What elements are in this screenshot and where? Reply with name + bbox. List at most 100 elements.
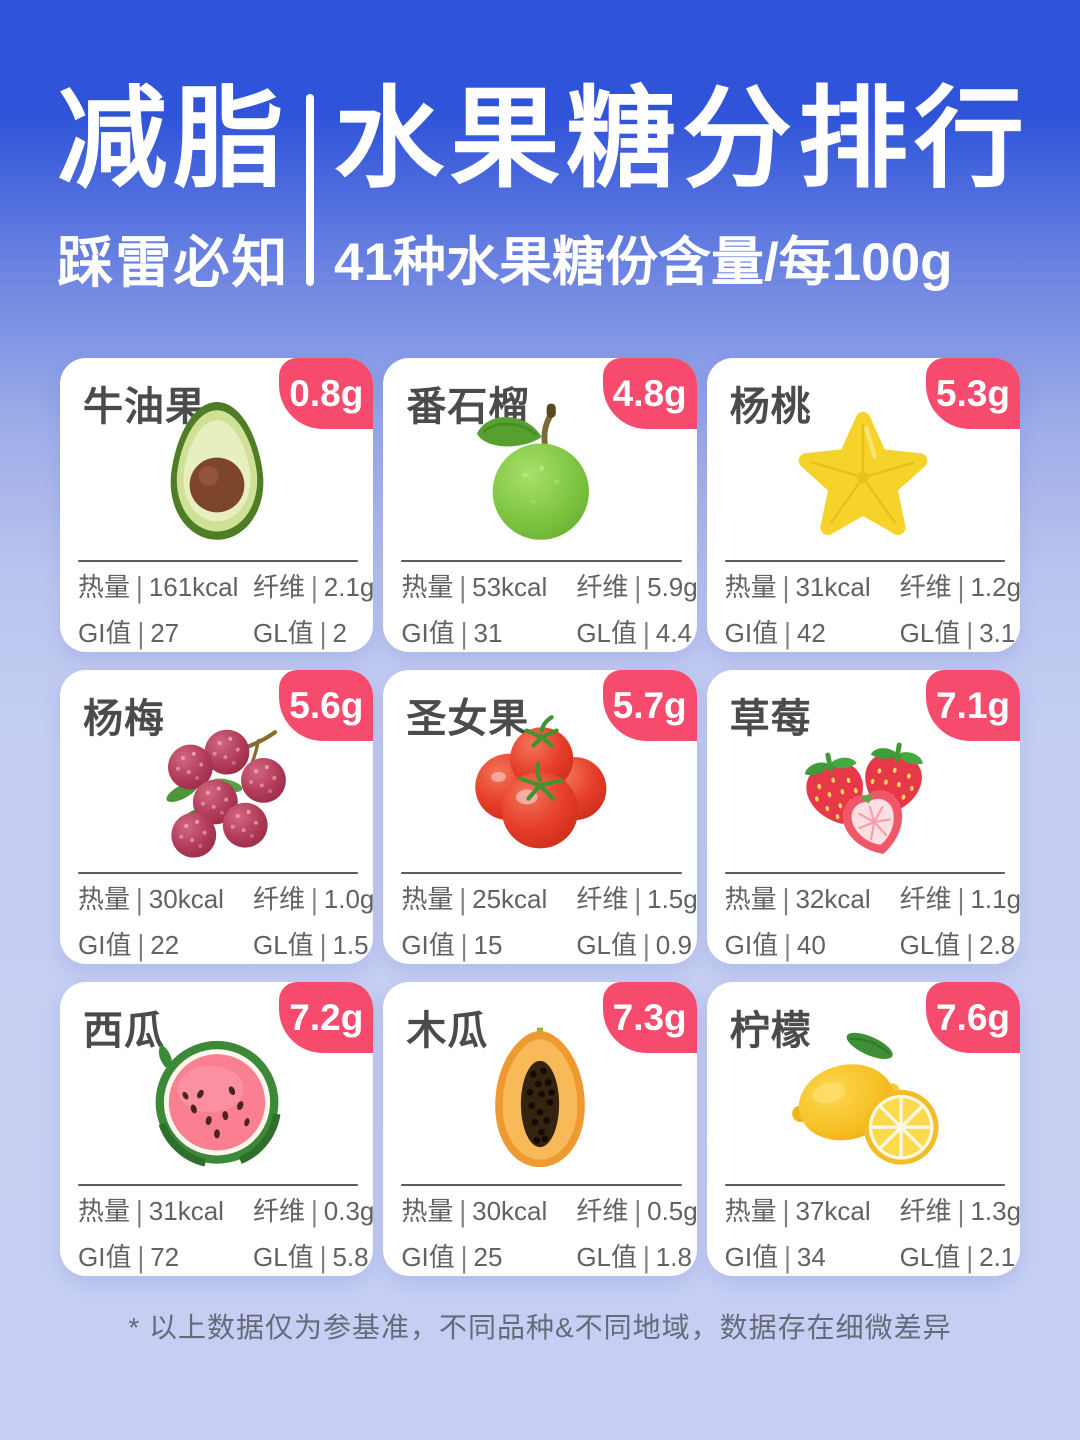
- title-left: 减脂: [57, 78, 290, 201]
- stat-value: 5.8: [332, 1242, 369, 1272]
- stat-gl: GL值 | 5.8: [253, 1240, 374, 1275]
- stat-value: 27: [150, 618, 180, 648]
- stat-gi: GI值 | 27: [78, 616, 253, 651]
- stat-label: GL值: [253, 930, 314, 960]
- fruit-image: [760, 1016, 966, 1182]
- stat-label: GI值: [401, 1242, 455, 1272]
- stat-value: 2.8: [979, 930, 1016, 960]
- stat-label: GI值: [724, 1242, 779, 1272]
- stat-value: 2.1g: [323, 572, 375, 602]
- stat-label: 热量: [78, 1196, 131, 1226]
- stat-separator: |: [136, 1193, 143, 1229]
- stat-separator: |: [643, 615, 650, 651]
- stat-label: GI值: [401, 618, 455, 648]
- stat-gi: GI值 | 42: [725, 615, 900, 651]
- stat-separator: |: [643, 927, 650, 963]
- stat-value: 3.1: [979, 618, 1016, 648]
- stat-label: 纤维: [576, 884, 629, 914]
- stat-value: 42: [796, 618, 826, 648]
- fruit-card: 杨梅 5.6g 热量 | 30kcal 纤维 | 1.0g GI值 | 22 GL值 | 1.5: [60, 670, 375, 964]
- stat-gl: GL值 | 4.4: [576, 615, 697, 651]
- stat-separator: |: [782, 1193, 790, 1229]
- stat-value: 1.0g: [323, 884, 375, 914]
- fruit-image: [437, 704, 643, 870]
- stat-gi: GI值 | 40: [725, 928, 900, 963]
- subtitle-left: 踩雷必知: [57, 231, 290, 294]
- fruit-stats: 热量 | 31kcal 纤维 | 1.2g GI值 | 42 GL值 | 3.1: [725, 569, 1021, 651]
- stat-separator: |: [634, 569, 642, 605]
- sugar-badge: 5.3g: [926, 358, 1020, 429]
- fruit-image: [114, 704, 320, 870]
- stat-separator: |: [782, 569, 790, 605]
- stat-fiber: 纤维 | 1.5g: [576, 882, 697, 917]
- stat-value: 1.2g: [970, 572, 1022, 602]
- stat-label: GI值: [78, 1242, 132, 1272]
- sugar-badge: 7.1g: [926, 670, 1020, 741]
- stat-label: 纤维: [253, 1196, 306, 1226]
- stat-value: 15: [473, 930, 503, 960]
- stat-separator: |: [137, 1239, 145, 1275]
- stat-gl: GL值 | 2: [253, 616, 374, 651]
- fruit-image: [437, 392, 643, 558]
- stat-value: 0.5g: [647, 1196, 698, 1226]
- stat-calories: 热量 | 53kcal: [401, 570, 576, 605]
- stat-value: 5.9g: [647, 572, 698, 602]
- stat-gi: GI值 | 22: [78, 927, 253, 963]
- fruit-stats: 热量 | 30kcal 纤维 | 0.5g GI值 | 25 GL值 | 1.8: [401, 1193, 697, 1275]
- fruit-image: [114, 1016, 320, 1182]
- stat-separator: |: [136, 881, 143, 917]
- stat-label: 热量: [78, 572, 131, 602]
- stat-fiber: 纤维 | 2.1g: [253, 570, 375, 605]
- header: 减脂 踩雷必知 水果糖分排行 41种水果糖份含量/每100g: [55, 80, 1030, 294]
- stat-separator: |: [966, 927, 974, 963]
- stat-value: 53kcal: [472, 572, 548, 602]
- stat-separator: |: [460, 1239, 468, 1275]
- stat-label: 纤维: [253, 572, 306, 602]
- sugar-badge: 7.3g: [602, 982, 697, 1053]
- stat-separator: |: [137, 927, 145, 963]
- stat-separator: |: [966, 1239, 974, 1275]
- stat-separator: |: [634, 1193, 642, 1229]
- fruit-image: [437, 1016, 643, 1182]
- stat-separator: |: [784, 615, 791, 651]
- stat-gi: GI值 | 34: [724, 1239, 900, 1275]
- stat-value: 37kcal: [795, 1196, 871, 1226]
- stat-separator: |: [136, 569, 143, 605]
- stat-label: GL值: [576, 930, 638, 960]
- stat-label: GL值: [899, 930, 961, 960]
- stat-value: 2: [332, 618, 347, 648]
- stat-separator: |: [784, 1239, 791, 1275]
- stat-calories: 热量 | 32kcal: [725, 882, 900, 917]
- stat-fiber: 纤维 | 5.9g: [576, 569, 698, 605]
- stat-gl: GL值 | 1.8: [576, 1239, 697, 1275]
- stat-fiber: 纤维 | 1.1g: [900, 882, 1021, 917]
- header-left-block: 减脂 踩雷必知: [55, 80, 292, 294]
- header-right-block: 水果糖分排行 41种水果糖份含量/每100g: [334, 80, 1030, 294]
- stat-label: 热量: [401, 1196, 454, 1226]
- stat-value: 30kcal: [148, 884, 224, 914]
- fruit-stats: 热量 | 31kcal 纤维 | 0.3g GI值 | 72 GL值 | 5.8: [78, 1193, 374, 1275]
- stat-label: 热量: [724, 1196, 777, 1226]
- stat-label: 热量: [78, 884, 131, 914]
- fruit-name: 草莓: [729, 697, 812, 741]
- stat-label: GL值: [899, 618, 961, 648]
- stat-label: GL值: [576, 1242, 638, 1272]
- stat-gl: GL值 | 1.5: [253, 928, 374, 963]
- stat-calories: 热量 | 37kcal: [724, 1193, 900, 1229]
- stat-separator: |: [643, 1239, 650, 1275]
- fruit-card: 西瓜 7.2g 热量 | 31kcal 纤维 | 0.3g GI值 | 72 GL值 | 5.8: [60, 982, 374, 1276]
- cards-grid: 牛油果 0.8g 热量 | 161kcal 纤维 | 2.1g GI值 | 27 GL值 | 2…: [60, 358, 1021, 1276]
- stat-value: 25kcal: [472, 884, 548, 914]
- stat-value: 161kcal: [148, 572, 239, 602]
- fruit-stats: 热量 | 32kcal 纤维 | 1.1g GI值 | 40 GL值 | 2.8: [725, 882, 1021, 963]
- stat-calories: 热量 | 161kcal: [78, 569, 253, 605]
- fruit-name: 圣女果: [406, 697, 530, 741]
- stat-value: 1.8: [655, 1242, 692, 1272]
- stat-label: 纤维: [253, 884, 306, 914]
- fruit-name: 牛油果: [83, 385, 206, 429]
- fruit-stats: 热量 | 37kcal 纤维 | 1.3g GI值 | 34 GL值 | 2.1: [724, 1193, 1021, 1275]
- fruit-card: 木瓜 7.3g 热量 | 30kcal 纤维 | 0.5g GI值 | 25 GL值 | 1.8: [383, 982, 698, 1276]
- card-divider: [724, 1184, 1005, 1186]
- stat-fiber: 纤维 | 1.2g: [900, 570, 1022, 605]
- stat-gl: GL值 | 2.1: [900, 1239, 1021, 1275]
